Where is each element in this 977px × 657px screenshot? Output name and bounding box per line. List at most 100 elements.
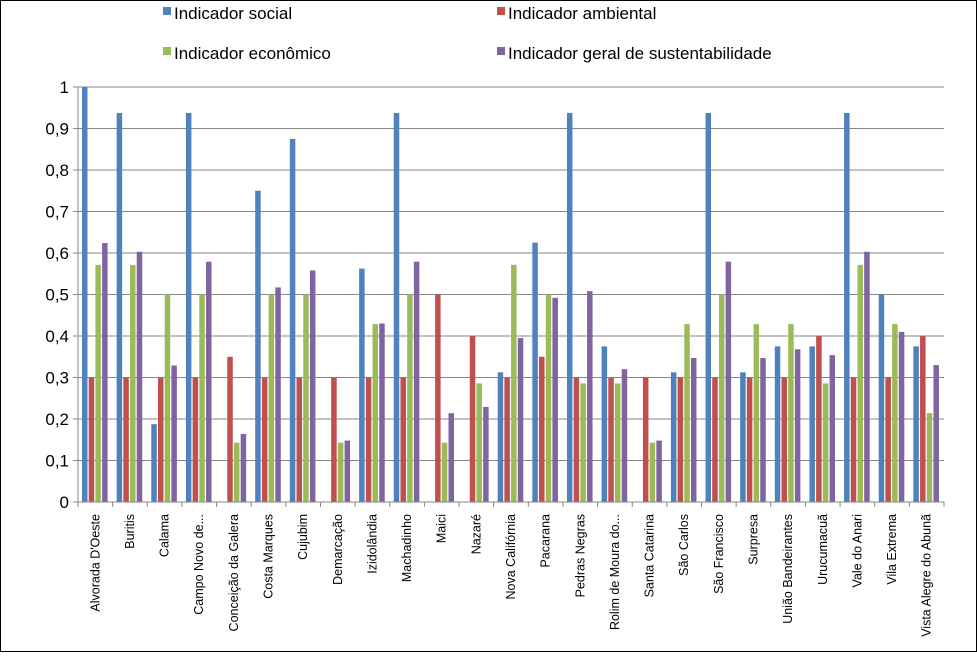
bar bbox=[400, 377, 406, 502]
bar bbox=[892, 324, 898, 502]
bar bbox=[157, 377, 164, 502]
bar bbox=[151, 424, 157, 502]
bar bbox=[718, 294, 725, 502]
bar bbox=[774, 346, 781, 502]
bar bbox=[642, 377, 649, 502]
bar bbox=[684, 324, 690, 502]
bar bbox=[448, 413, 454, 502]
bar bbox=[504, 377, 510, 502]
y-tick-labels: 0 0,1 0,2 0,3 0,4 0,5 0,6 0,7 0,8 0,9 1 bbox=[45, 78, 69, 512]
bar bbox=[580, 383, 586, 502]
bar bbox=[566, 112, 573, 502]
bar bbox=[705, 112, 712, 502]
bar bbox=[192, 377, 199, 502]
bar bbox=[926, 413, 933, 502]
bar bbox=[268, 294, 275, 502]
bar bbox=[469, 336, 476, 502]
bar bbox=[517, 338, 524, 502]
bar bbox=[608, 377, 614, 502]
x-tick-label: Conceição da Galera bbox=[227, 514, 241, 631]
bar bbox=[829, 355, 836, 502]
bar bbox=[240, 433, 247, 502]
bar bbox=[116, 112, 123, 502]
axes bbox=[73, 86, 945, 507]
y-tick-label: 0,7 bbox=[45, 203, 69, 222]
bar bbox=[275, 287, 281, 502]
bar bbox=[753, 324, 760, 502]
bar bbox=[573, 377, 580, 502]
bar bbox=[885, 377, 891, 502]
bar bbox=[587, 291, 593, 502]
bar bbox=[933, 365, 939, 502]
bar bbox=[227, 356, 233, 502]
legend-swatch bbox=[497, 7, 505, 15]
bar bbox=[185, 112, 192, 502]
x-tick-label: Surpresa bbox=[746, 514, 760, 565]
legend-swatch bbox=[497, 47, 505, 55]
bar bbox=[365, 377, 372, 502]
bar bbox=[206, 261, 212, 502]
bar bbox=[760, 357, 766, 502]
x-tick-label: Vale do Anari bbox=[850, 514, 864, 587]
bar bbox=[130, 264, 136, 502]
bar bbox=[413, 261, 420, 502]
bar bbox=[746, 377, 753, 502]
x-tick-label: Calama bbox=[158, 514, 172, 557]
bar bbox=[82, 87, 88, 502]
legend-label: Indicador social bbox=[174, 4, 292, 23]
bar bbox=[539, 356, 545, 502]
bar bbox=[677, 377, 684, 502]
bar bbox=[712, 377, 718, 502]
y-tick-label: 0,3 bbox=[45, 369, 69, 388]
bar bbox=[670, 372, 677, 502]
x-tick-label: Pedras Negras bbox=[573, 514, 587, 597]
bar bbox=[816, 336, 822, 502]
x-tick-label: Buritis bbox=[123, 514, 137, 549]
bar bbox=[171, 365, 177, 502]
x-tick-label: Costa Marques bbox=[262, 514, 276, 599]
bar bbox=[920, 336, 926, 502]
bar bbox=[864, 251, 870, 502]
bar bbox=[788, 324, 794, 502]
y-tick-label: 0,6 bbox=[45, 244, 69, 263]
x-tick-label: Vila Extrema bbox=[885, 514, 899, 585]
x-tick-label: São Francisco bbox=[712, 514, 726, 594]
bar bbox=[552, 297, 558, 502]
gridlines bbox=[78, 86, 944, 461]
bar bbox=[690, 357, 697, 502]
bar bbox=[233, 442, 240, 502]
y-tick-label: 0,9 bbox=[45, 120, 69, 139]
bar bbox=[123, 377, 129, 502]
legend-swatch bbox=[163, 47, 171, 55]
x-tick-label: Campo Novo de... bbox=[192, 514, 206, 615]
y-tick-label: 0,4 bbox=[45, 327, 69, 346]
bars bbox=[82, 87, 939, 503]
bar bbox=[303, 294, 309, 502]
bar bbox=[649, 442, 656, 502]
bar bbox=[407, 294, 413, 502]
bar bbox=[164, 294, 171, 502]
bar bbox=[102, 243, 108, 503]
x-tick-label: União Bandeirantes bbox=[781, 514, 795, 624]
x-tick-label: Demarcação bbox=[331, 514, 345, 585]
y-tick-label: 0,1 bbox=[45, 452, 69, 471]
legend-swatch bbox=[163, 7, 171, 15]
bar bbox=[393, 112, 400, 502]
bar bbox=[483, 406, 489, 502]
x-tick-label: Vista Alegre do Abunã bbox=[920, 514, 934, 637]
bar bbox=[850, 377, 857, 502]
legend-label: Indicador ambiental bbox=[508, 4, 656, 23]
x-tick-label: Rolim de Moura do... bbox=[608, 514, 622, 630]
bar bbox=[497, 372, 504, 502]
y-tick-label: 0,2 bbox=[45, 410, 69, 429]
bar bbox=[844, 112, 850, 502]
bar bbox=[601, 346, 608, 502]
bar bbox=[545, 294, 552, 502]
bar bbox=[331, 377, 337, 502]
bar bbox=[296, 377, 303, 502]
x-tick-labels: Alvorada D'Oeste Buritis Calama Campo Novo … bbox=[88, 514, 933, 637]
bar bbox=[898, 331, 905, 502]
